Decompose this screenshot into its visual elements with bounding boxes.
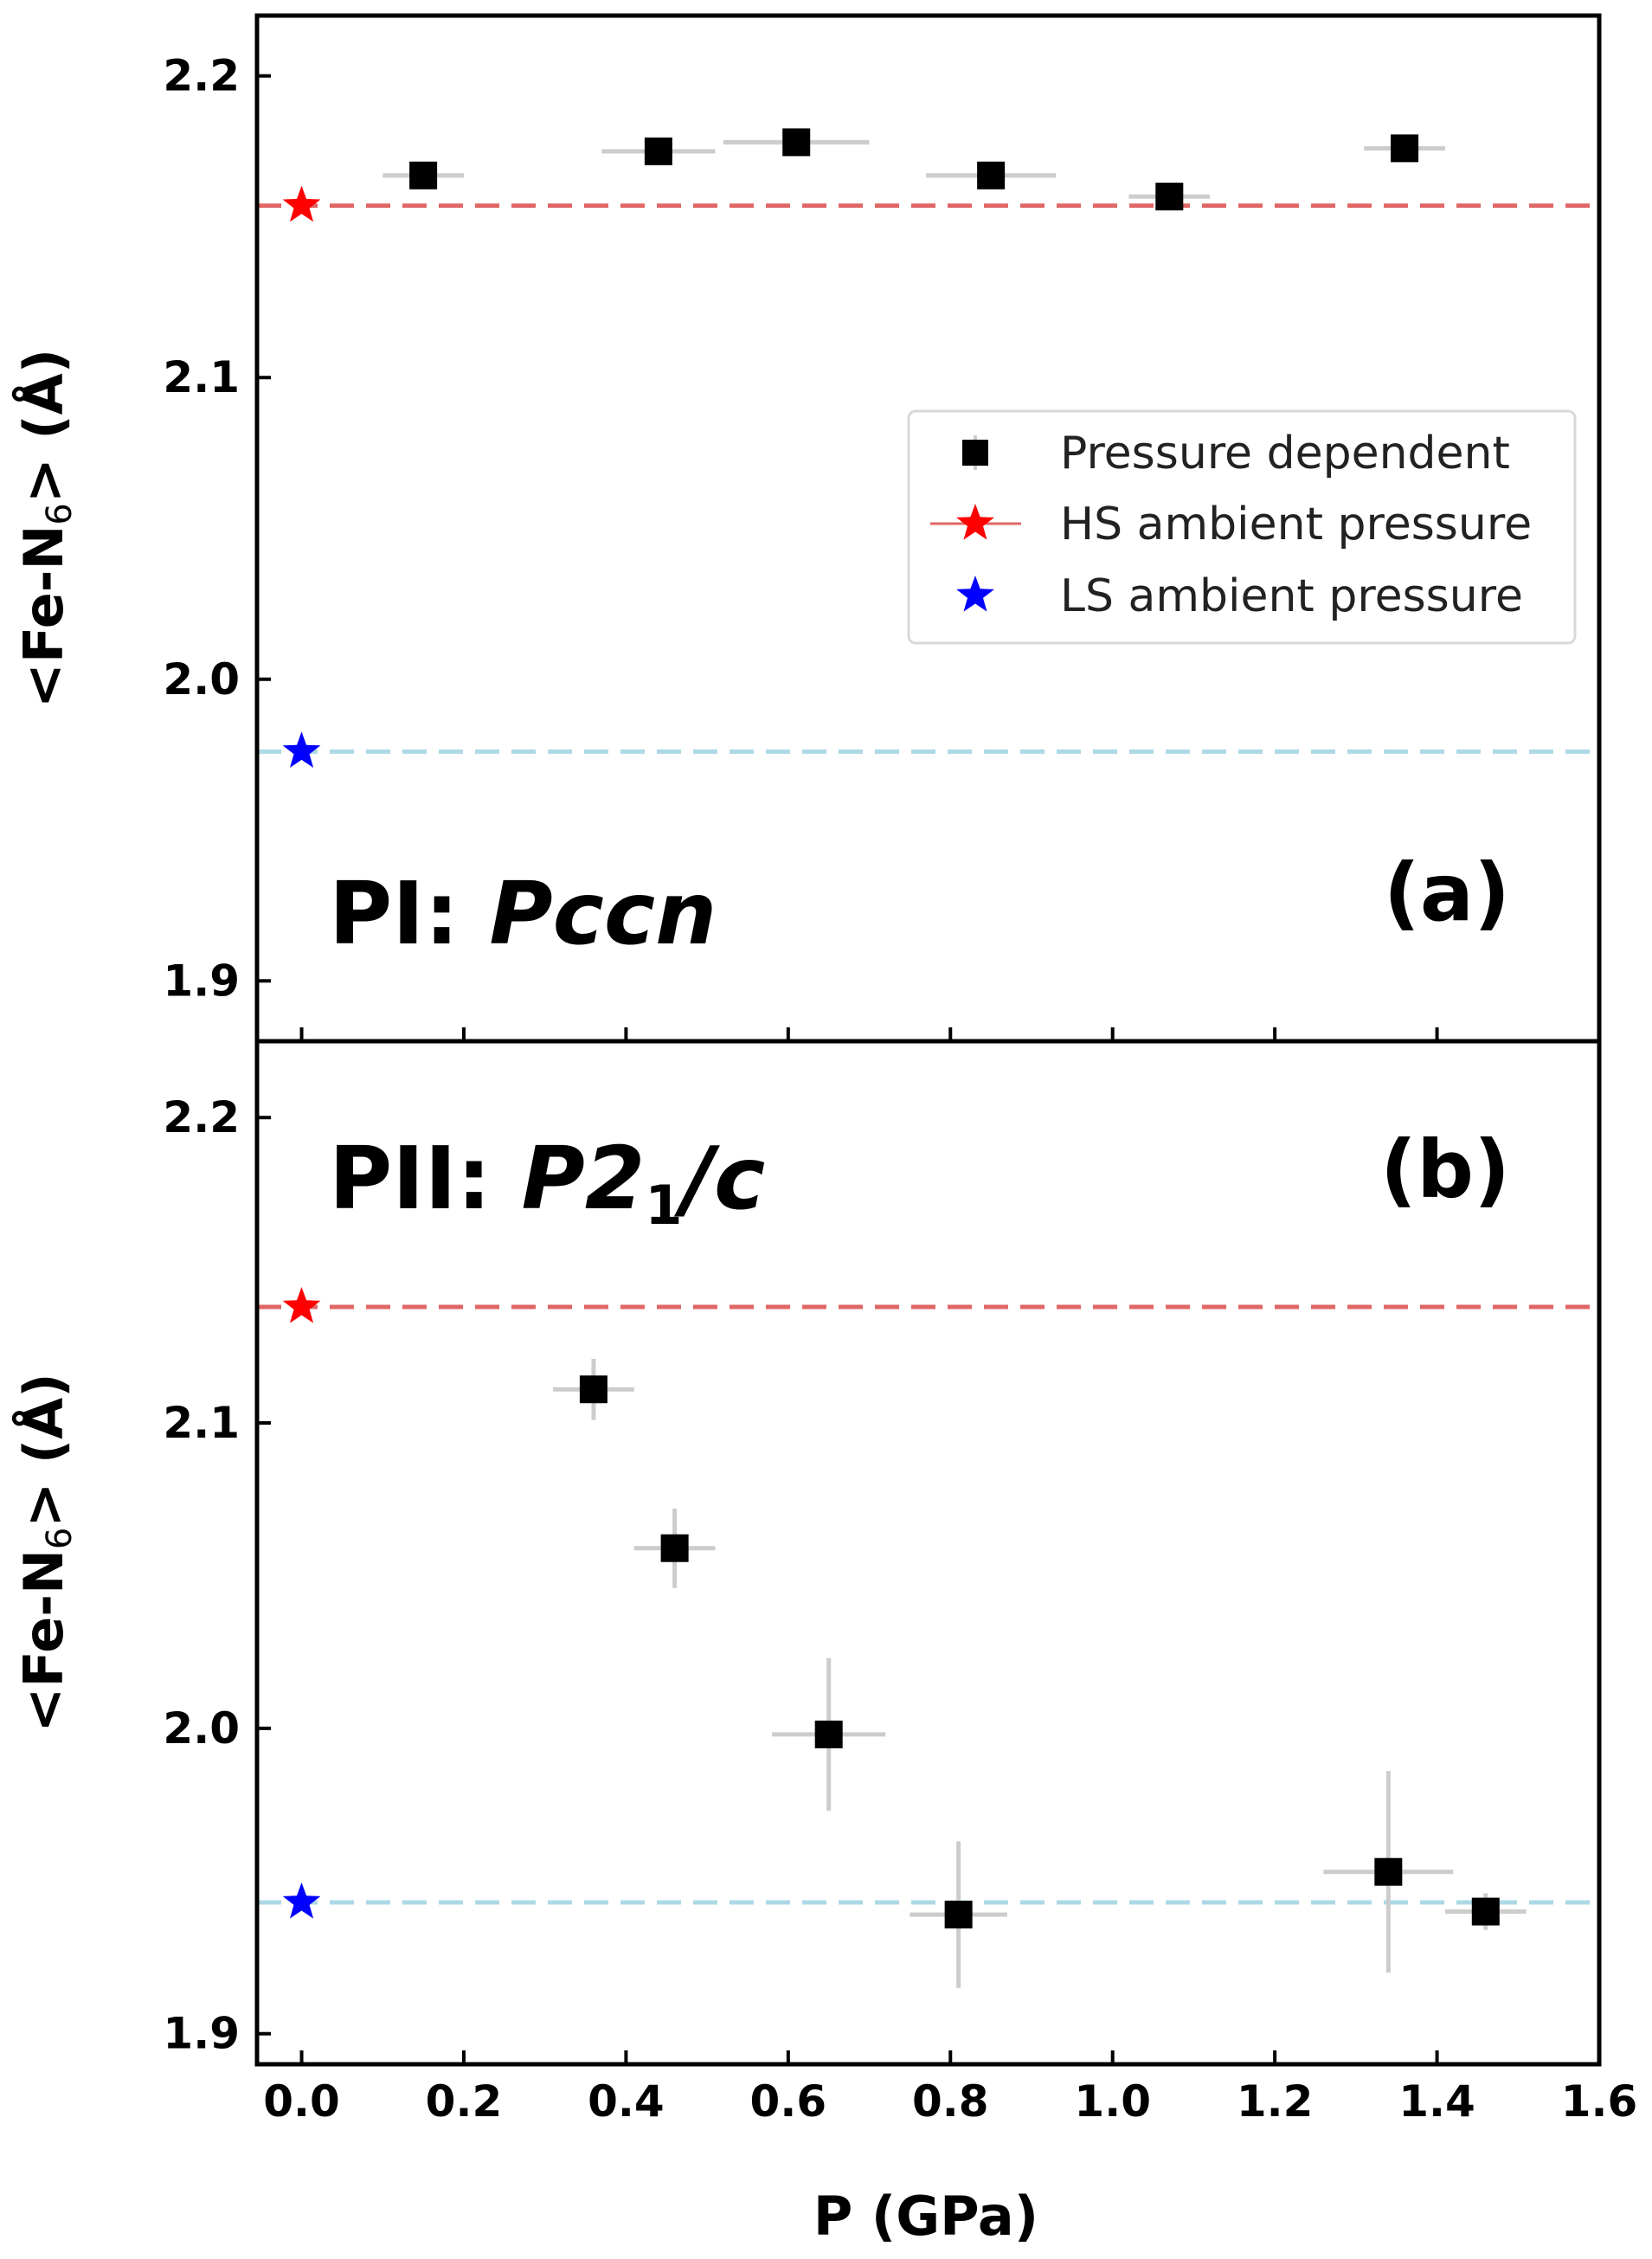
x-tick-label: 0.8: [912, 2076, 989, 2127]
square-marker: [1155, 183, 1184, 211]
plot-frame: [254, 1039, 1602, 2067]
square-marker: [1471, 1897, 1500, 1926]
legend-entry: LS ambient pressure: [956, 570, 1523, 622]
x-tick-label: 0.0: [263, 2076, 340, 2127]
y-tick-label: 2.0: [163, 1703, 240, 1754]
phase-prefix: PI:: [329, 863, 489, 964]
hs-star-marker: [282, 185, 321, 222]
square-marker: [1391, 134, 1419, 163]
square-marker: [814, 1720, 843, 1748]
data-point: [910, 1841, 1007, 1988]
legend-square-marker: [962, 440, 988, 466]
legend-entry: HS ambient pressure: [930, 499, 1532, 550]
y-axis-label: <Fe-N6> (Å): [12, 1373, 80, 1732]
hs-star-marker: [282, 1287, 321, 1323]
panel-label: (a): [1384, 846, 1510, 939]
y-tick-label: 2.2: [163, 1092, 240, 1142]
square-marker: [660, 1534, 689, 1562]
space-group-main: P2: [522, 1128, 646, 1229]
square-marker: [644, 137, 672, 165]
legend-label: Pressure dependent: [1060, 428, 1510, 479]
data-point: [1128, 183, 1211, 211]
data-point: [926, 161, 1057, 190]
x-tick-label: 0.6: [750, 2076, 827, 2127]
data-point: [633, 1508, 716, 1588]
y-axis-label-main: <Fe-N: [12, 1549, 75, 1732]
x-tick-label: 0.2: [426, 2076, 503, 2127]
data-point: [1364, 134, 1445, 163]
legend-label: LS ambient pressure: [1060, 570, 1523, 622]
y-tick-label: 2.2: [163, 51, 240, 101]
ls-star-marker: [282, 1882, 321, 1919]
space-group-suffix: /c: [674, 1128, 766, 1229]
legend-label: HS ambient pressure: [1060, 499, 1532, 550]
ls-star-marker: [282, 731, 321, 768]
data-point: [553, 1358, 634, 1420]
square-marker: [944, 1901, 973, 1929]
data-point: [772, 1657, 886, 1812]
y-axis-label-unit: > (Å): [12, 1373, 75, 1527]
y-tick-label: 2.0: [163, 654, 240, 705]
data-point: [382, 161, 464, 190]
y-tick-label: 1.9: [163, 2009, 240, 2059]
square-marker: [579, 1375, 607, 1404]
panel-label: (b): [1380, 1123, 1510, 1216]
space-group-main: Pccn: [489, 863, 717, 964]
x-tick-label: 1.6: [1561, 2076, 1638, 2127]
data-point: [1323, 1771, 1454, 1973]
y-axis-label-subscript: 6: [40, 1528, 80, 1549]
space-group-subscript: 1: [645, 1174, 682, 1237]
x-tick-label: 1.0: [1074, 2076, 1151, 2127]
y-axis-label: <Fe-N6> (Å): [12, 349, 80, 708]
square-marker: [1374, 1857, 1403, 1886]
square-marker: [409, 161, 438, 190]
y-tick-label: 2.1: [163, 1398, 240, 1448]
x-axis-label: P (GPa): [813, 2185, 1038, 2248]
legend: Pressure dependent HS ambient pressure LS …: [907, 409, 1577, 645]
legend-entry: Pressure dependent: [962, 428, 1510, 479]
y-axis-label-subscript: 6: [40, 503, 80, 525]
square-marker: [782, 128, 811, 157]
phase-label: PI: Pccn: [329, 863, 717, 964]
data-point: [723, 128, 870, 157]
y-tick-label: 1.9: [163, 956, 240, 1006]
x-tick-label: 1.4: [1398, 2076, 1475, 2127]
square-marker: [977, 161, 1006, 190]
y-axis-label-main: <Fe-N: [12, 525, 75, 708]
x-axis: 0.0 0.2 0.4 0.6 0.8 1.0 1.2 1.4 1.6 P (GPa): [263, 2076, 1637, 2248]
panel-b: 1.9 2.0 2.1 2.2 <Fe-N6> (Å) PII: P21/c (b): [12, 1039, 1602, 2067]
data-point: [1444, 1893, 1527, 1930]
legend-box: [907, 409, 1577, 645]
panel-a: 1.9 2.0 2.1 2.2 <Fe-N6> (Å) PI: Pccn (a): [12, 13, 1602, 1044]
y-tick-label: 2.1: [163, 352, 240, 402]
x-tick-label: 1.2: [1237, 2076, 1314, 2127]
x-tick-label: 0.4: [588, 2076, 665, 2127]
phase-label: PII: P21/c: [329, 1128, 765, 1237]
phase-prefix: PII:: [329, 1128, 522, 1229]
y-axis-label-unit: > (Å): [12, 349, 75, 503]
data-point: [601, 137, 716, 165]
legend-star-marker: [956, 504, 994, 540]
legend-star-marker: [956, 576, 994, 612]
